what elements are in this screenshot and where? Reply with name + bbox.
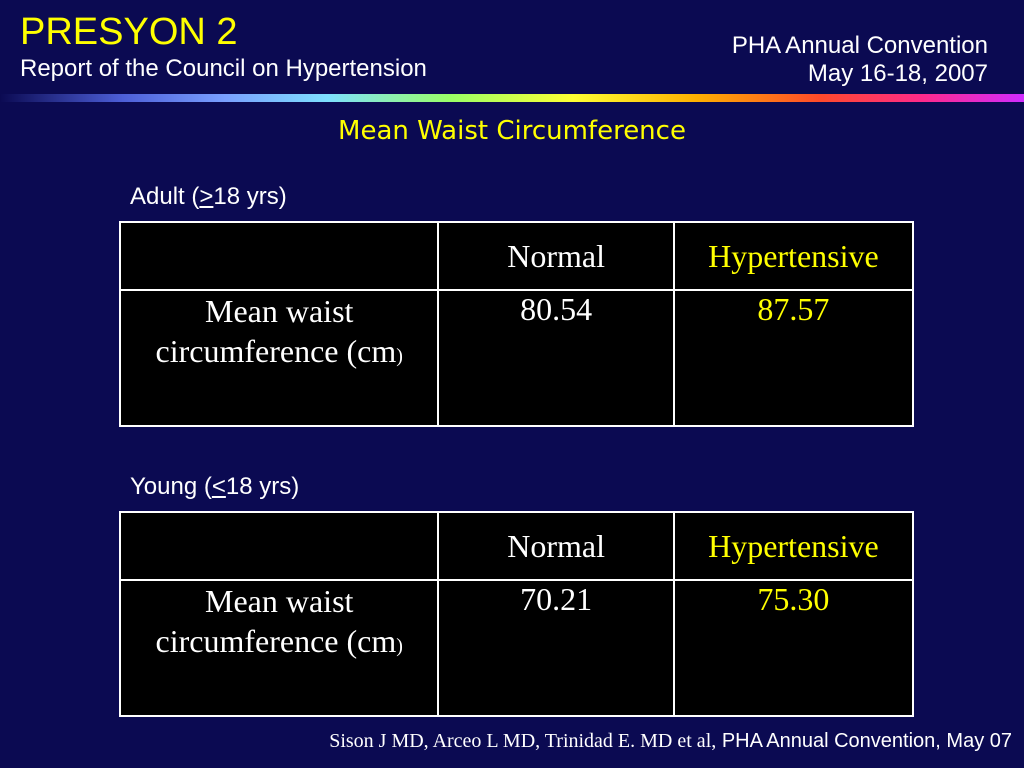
adult-header-row: Normal Hypertensive xyxy=(118,221,915,291)
young-row-label-line2: circumference (cm) xyxy=(121,621,437,666)
adult-row-label: Mean waist circumference (cm) xyxy=(118,289,440,427)
young-label-prefix: Young ( xyxy=(130,473,212,500)
adult-label-suffix: 18 yrs) xyxy=(213,183,287,210)
slide-title: PRESYON 2 xyxy=(20,11,238,53)
young-group-label: Young (<18 yrs) xyxy=(130,473,299,501)
slide-heading: Mean Waist Circumference xyxy=(338,116,686,146)
adult-label-prefix: Adult ( xyxy=(130,183,200,210)
young-row-label-text: circumference (cm xyxy=(155,623,397,659)
young-row-label: Mean waist circumference (cm) xyxy=(118,579,440,717)
young-table: Normal Hypertensive Mean waist circumfer… xyxy=(118,511,915,717)
convention-info: PHA Annual Convention May 16-18, 2007 xyxy=(732,32,988,88)
young-value-row: Mean waist circumference (cm) 70.21 75.3… xyxy=(118,579,915,717)
young-label-suffix: 18 yrs) xyxy=(225,473,300,500)
young-header-normal: Normal xyxy=(437,511,675,581)
adult-table: Normal Hypertensive Mean waist circumfer… xyxy=(118,221,915,427)
adult-row-label-line1: Mean waist xyxy=(205,293,354,329)
footer-citation: Sison J MD, Arceo L MD, Trinidad E. MD e… xyxy=(329,730,1012,753)
adult-header-normal: Normal xyxy=(437,221,675,291)
adult-label-symbol: > xyxy=(199,183,214,210)
footer-event: PHA Annual Convention, May 07 xyxy=(721,730,1012,752)
young-label-symbol: < xyxy=(211,473,226,500)
young-normal-value: 70.21 xyxy=(437,579,675,717)
adult-hypertensive-value: 87.57 xyxy=(672,289,915,427)
adult-header-hypertensive: Hypertensive xyxy=(672,221,915,291)
convention-date: May 16-18, 2007 xyxy=(807,60,988,87)
young-header-hypertensive: Hypertensive xyxy=(672,511,915,581)
young-header-empty-cell xyxy=(118,511,440,581)
young-header-row: Normal Hypertensive xyxy=(118,511,915,581)
young-row-label-close: ) xyxy=(396,635,403,657)
convention-name: PHA Annual Convention xyxy=(731,32,988,59)
rainbow-divider xyxy=(0,94,1024,102)
adult-group-label: Adult (>18 yrs) xyxy=(130,183,287,211)
young-hypertensive-value: 75.30 xyxy=(672,579,915,717)
young-row-label-line1: Mean waist xyxy=(205,583,354,619)
slide-subtitle: Report of the Council on Hypertension xyxy=(20,55,427,82)
adult-value-row: Mean waist circumference (cm) 80.54 87.5… xyxy=(118,289,915,427)
adult-row-label-line2: circumference (cm) xyxy=(121,331,437,376)
footer-authors: Sison J MD, Arceo L MD, Trinidad E. MD e… xyxy=(329,730,717,752)
adult-row-label-text: circumference (cm xyxy=(155,333,397,369)
adult-header-empty-cell xyxy=(118,221,440,291)
adult-row-label-close: ) xyxy=(396,345,403,367)
adult-normal-value: 80.54 xyxy=(437,289,675,427)
